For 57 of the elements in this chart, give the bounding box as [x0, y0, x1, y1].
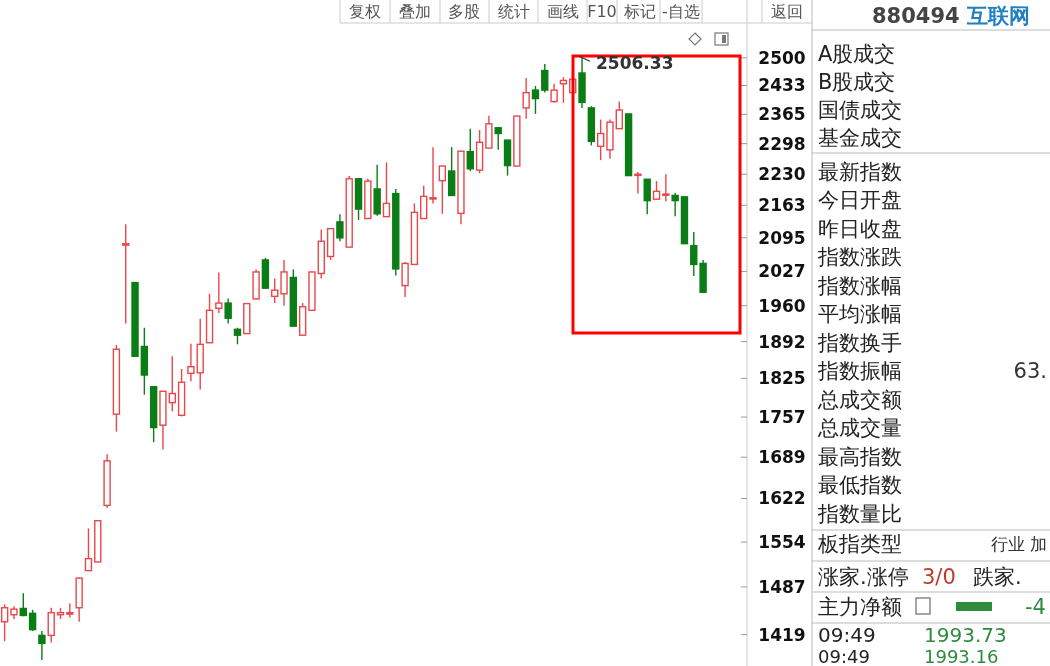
text: 昨日收盘	[818, 217, 902, 241]
text: 最高指数	[818, 445, 902, 469]
y-tick-label: 2095	[758, 227, 806, 248]
y-tick-label: 1757	[758, 407, 806, 428]
annotation: 多股	[448, 2, 480, 21]
text: 1993.16	[924, 646, 999, 666]
y-tick-label: 2027	[758, 261, 806, 282]
annotation: 统计	[498, 2, 530, 21]
y-tick-label: 2230	[758, 164, 806, 185]
text: A股成交	[818, 42, 896, 66]
y-tick-label: 2298	[758, 133, 806, 154]
text: -4	[1025, 595, 1046, 619]
text: 3/0	[922, 565, 956, 589]
text: 指数振幅	[817, 359, 902, 383]
text: 返回	[771, 2, 803, 21]
text: 国债成交	[818, 98, 902, 122]
text: 63.	[1013, 359, 1047, 383]
text: 880494 互联网	[872, 4, 1030, 28]
y-tick-label: 2163	[758, 195, 806, 216]
annotation: 2506.33	[596, 53, 674, 74]
text: 指数换手	[817, 331, 902, 355]
annotation: 复权	[349, 2, 381, 21]
y-tick-label: 1419	[758, 624, 806, 645]
text: 指数涨跌	[817, 245, 902, 269]
text: 板指类型	[817, 532, 902, 556]
y-tick-label: 1892	[758, 331, 806, 352]
annotation: 画线	[547, 2, 579, 21]
y-tick-label: 2433	[758, 75, 806, 96]
text: 总成交额	[817, 388, 902, 412]
text: 1993.73	[924, 623, 1007, 647]
text: 今日开盘	[818, 188, 902, 212]
annotation: 叠加	[399, 2, 431, 21]
text: 主力净额	[818, 595, 902, 619]
annotation: -自选	[662, 2, 700, 21]
text: 09:49	[818, 646, 870, 666]
annotation: F10	[587, 2, 617, 21]
text: 平均涨幅	[818, 302, 902, 326]
y-tick-label: 1622	[758, 488, 806, 509]
text: 总成交量	[817, 416, 902, 440]
text: 行业 加	[990, 534, 1047, 554]
y-tick-label: 1487	[758, 576, 806, 597]
text: 09:49	[818, 623, 876, 647]
y-tick-label: 1554	[758, 532, 806, 553]
y-tick-label: 1825	[758, 368, 806, 389]
text: 跌家.	[973, 565, 1022, 589]
y-tick-label: 1689	[758, 447, 806, 468]
text: B股成交	[818, 70, 896, 94]
text: 最低指数	[818, 473, 902, 497]
annotation: 标记	[623, 2, 656, 21]
text: 基金成交	[818, 126, 902, 150]
y-tick-label: 2365	[758, 104, 806, 125]
text: 涨家.涨停	[818, 565, 909, 589]
text: 指数量比	[817, 502, 902, 526]
text: 指数涨幅	[817, 274, 902, 298]
y-tick-label: 2500	[758, 47, 806, 68]
y-tick-label: 1960	[758, 295, 806, 316]
text: 最新指数	[818, 160, 902, 184]
